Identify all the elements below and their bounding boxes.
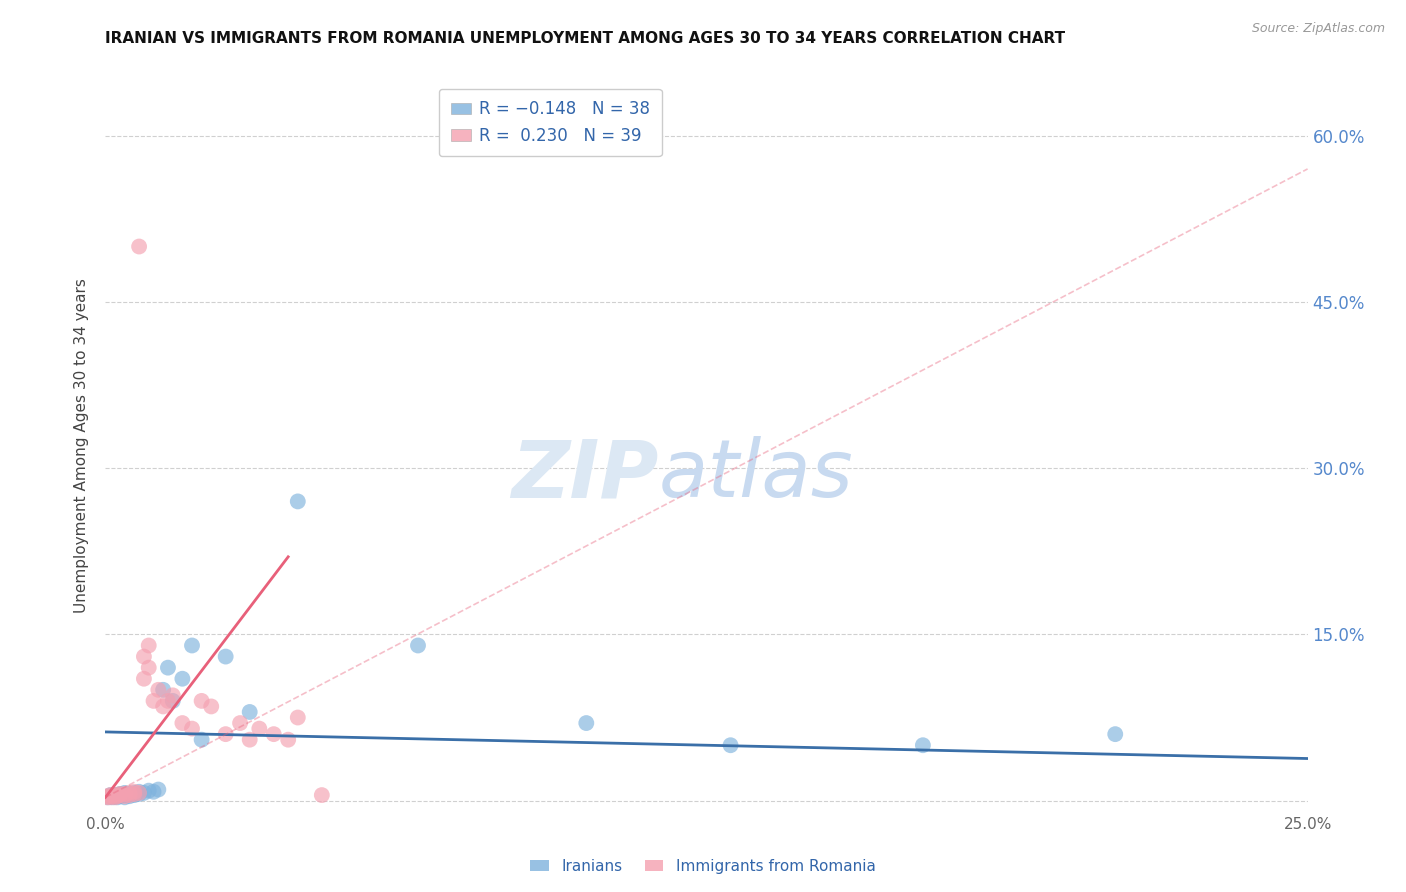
Point (104, 789, 127, 804)
Point (181, 639, 204, 653)
Point (142, 694, 165, 708)
Point (108, 787, 131, 801)
Point (229, 716, 252, 731)
Point (406, 639, 429, 653)
Point (287, 710, 309, 724)
Point (118, 788, 141, 802)
Point (107, 789, 129, 804)
Point (239, 705, 262, 719)
Point (311, 788, 333, 802)
Point (156, 694, 179, 708)
Point (128, 786, 150, 800)
Point (128, 785, 150, 799)
Point (575, 716, 598, 731)
Point (152, 699, 174, 714)
Point (132, 786, 155, 800)
Point (118, 786, 141, 800)
Point (114, 790, 136, 805)
Y-axis label: Unemployment Among Ages 30 to 34 years: Unemployment Among Ages 30 to 34 years (75, 278, 90, 614)
Point (132, 649, 155, 664)
Point (214, 727, 236, 741)
Point (124, 785, 146, 799)
Point (911, 738, 934, 752)
Point (98, 788, 121, 802)
Point (108, 787, 131, 801)
Point (720, 738, 742, 752)
Point (190, 732, 212, 747)
Point (138, 660, 160, 674)
Point (124, 787, 146, 801)
Point (114, 787, 136, 801)
Point (114, 788, 136, 802)
Point (108, 788, 131, 802)
Point (200, 699, 222, 714)
Point (98, 790, 121, 805)
Point (181, 722, 204, 736)
Point (104, 790, 127, 805)
Point (114, 786, 136, 800)
Point (107, 790, 129, 805)
Point (101, 789, 124, 804)
Text: IRANIAN VS IMMIGRANTS FROM ROMANIA UNEMPLOYMENT AMONG AGES 30 TO 34 YEARS CORREL: IRANIAN VS IMMIGRANTS FROM ROMANIA UNEMP… (105, 31, 1066, 46)
Point (97, 789, 120, 804)
Point (138, 639, 160, 653)
Point (97, 790, 120, 805)
Point (124, 788, 146, 802)
Point (104, 788, 127, 802)
Point (263, 727, 285, 741)
Point (1104, 727, 1126, 741)
Point (138, 783, 160, 797)
Legend: Iranians, Immigrants from Romania: Iranians, Immigrants from Romania (524, 853, 882, 880)
Point (132, 672, 155, 686)
Point (114, 789, 136, 804)
Point (98, 789, 121, 804)
Point (239, 732, 262, 747)
Text: atlas: atlas (658, 436, 853, 515)
Point (156, 660, 179, 674)
Point (162, 689, 184, 703)
Point (142, 785, 165, 799)
Point (172, 672, 194, 686)
Point (214, 649, 236, 664)
Point (287, 494, 309, 508)
Point (101, 790, 124, 805)
Point (104, 788, 127, 802)
Point (108, 788, 131, 802)
Text: ZIP: ZIP (510, 436, 658, 515)
Point (128, 787, 150, 801)
Point (118, 787, 141, 801)
Point (190, 694, 212, 708)
Point (108, 789, 131, 804)
Point (124, 786, 146, 800)
Point (118, 789, 141, 804)
Point (162, 694, 184, 708)
Point (128, 239, 150, 253)
Point (101, 789, 124, 804)
Point (148, 782, 170, 797)
Point (152, 682, 174, 697)
Point (172, 716, 194, 731)
Point (277, 732, 299, 747)
Point (98, 788, 121, 802)
Point (96, 790, 118, 805)
Legend: R = −0.148   N = 38, R =  0.230   N = 39: R = −0.148 N = 38, R = 0.230 N = 39 (439, 88, 662, 156)
Point (247, 722, 270, 736)
Point (148, 682, 170, 697)
Text: Source: ZipAtlas.com: Source: ZipAtlas.com (1251, 22, 1385, 36)
